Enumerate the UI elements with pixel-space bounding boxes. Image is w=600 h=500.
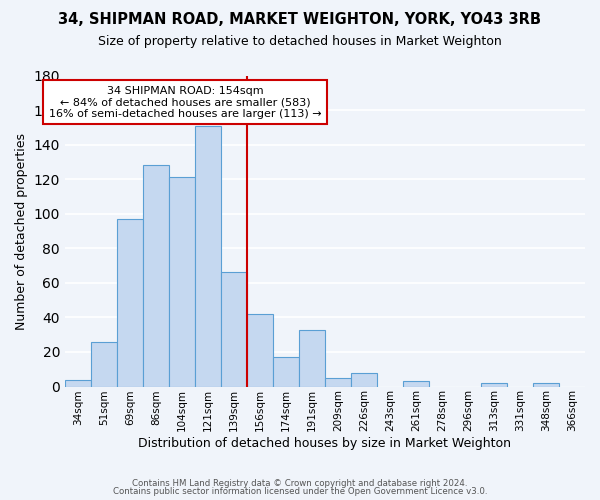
Bar xyxy=(273,357,299,386)
Y-axis label: Number of detached properties: Number of detached properties xyxy=(15,132,28,330)
Bar xyxy=(117,219,143,386)
Text: Size of property relative to detached houses in Market Weighton: Size of property relative to detached ho… xyxy=(98,35,502,48)
Bar xyxy=(351,372,377,386)
Bar xyxy=(403,382,429,386)
X-axis label: Distribution of detached houses by size in Market Weighton: Distribution of detached houses by size … xyxy=(139,437,511,450)
Bar xyxy=(65,380,91,386)
Bar xyxy=(325,378,351,386)
Text: 34, SHIPMAN ROAD, MARKET WEIGHTON, YORK, YO43 3RB: 34, SHIPMAN ROAD, MARKET WEIGHTON, YORK,… xyxy=(59,12,542,28)
Bar xyxy=(169,178,195,386)
Bar xyxy=(195,126,221,386)
Bar xyxy=(221,272,247,386)
Text: Contains public sector information licensed under the Open Government Licence v3: Contains public sector information licen… xyxy=(113,487,487,496)
Bar xyxy=(247,314,273,386)
Bar xyxy=(91,342,117,386)
Bar xyxy=(143,166,169,386)
Text: Contains HM Land Registry data © Crown copyright and database right 2024.: Contains HM Land Registry data © Crown c… xyxy=(132,478,468,488)
Bar xyxy=(299,330,325,386)
Bar xyxy=(481,383,507,386)
Bar xyxy=(533,383,559,386)
Text: 34 SHIPMAN ROAD: 154sqm
← 84% of detached houses are smaller (583)
16% of semi-d: 34 SHIPMAN ROAD: 154sqm ← 84% of detache… xyxy=(49,86,321,118)
